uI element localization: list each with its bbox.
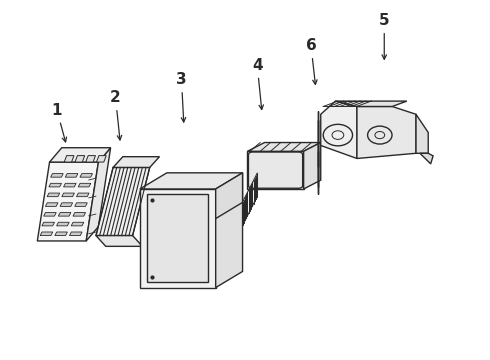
Polygon shape — [147, 194, 208, 282]
Polygon shape — [73, 212, 86, 216]
Polygon shape — [74, 203, 87, 206]
Polygon shape — [80, 174, 93, 177]
Polygon shape — [64, 183, 76, 187]
FancyBboxPatch shape — [248, 152, 303, 188]
Text: 4: 4 — [252, 58, 264, 109]
Polygon shape — [86, 156, 96, 162]
Polygon shape — [58, 212, 71, 216]
Text: 6: 6 — [306, 38, 317, 84]
Polygon shape — [64, 156, 74, 162]
Polygon shape — [49, 183, 61, 187]
Polygon shape — [65, 174, 78, 177]
Polygon shape — [140, 189, 216, 288]
Polygon shape — [247, 143, 321, 151]
Polygon shape — [96, 167, 150, 235]
Polygon shape — [49, 148, 111, 162]
Polygon shape — [46, 203, 58, 206]
Polygon shape — [216, 173, 243, 288]
Polygon shape — [335, 101, 407, 107]
Polygon shape — [416, 114, 428, 153]
Text: 2: 2 — [110, 90, 122, 140]
Polygon shape — [140, 173, 243, 189]
Polygon shape — [44, 212, 56, 216]
Polygon shape — [420, 153, 433, 164]
Polygon shape — [60, 203, 73, 206]
Text: 1: 1 — [51, 103, 67, 142]
Polygon shape — [55, 232, 68, 235]
Polygon shape — [50, 174, 63, 177]
Polygon shape — [76, 193, 89, 197]
Polygon shape — [62, 193, 74, 197]
Polygon shape — [71, 222, 84, 226]
Polygon shape — [40, 232, 53, 235]
Polygon shape — [97, 156, 106, 162]
Text: 5: 5 — [379, 13, 390, 59]
Polygon shape — [113, 157, 159, 167]
Polygon shape — [42, 222, 54, 226]
Polygon shape — [304, 143, 321, 189]
Polygon shape — [56, 222, 69, 226]
Polygon shape — [357, 107, 416, 158]
Polygon shape — [47, 193, 60, 197]
Polygon shape — [78, 183, 91, 187]
Polygon shape — [321, 101, 357, 158]
Polygon shape — [75, 156, 85, 162]
Polygon shape — [96, 235, 143, 246]
Polygon shape — [247, 151, 304, 189]
Polygon shape — [216, 173, 243, 219]
Polygon shape — [37, 162, 98, 241]
Polygon shape — [86, 148, 111, 241]
Text: 3: 3 — [176, 72, 187, 122]
Polygon shape — [70, 232, 82, 235]
